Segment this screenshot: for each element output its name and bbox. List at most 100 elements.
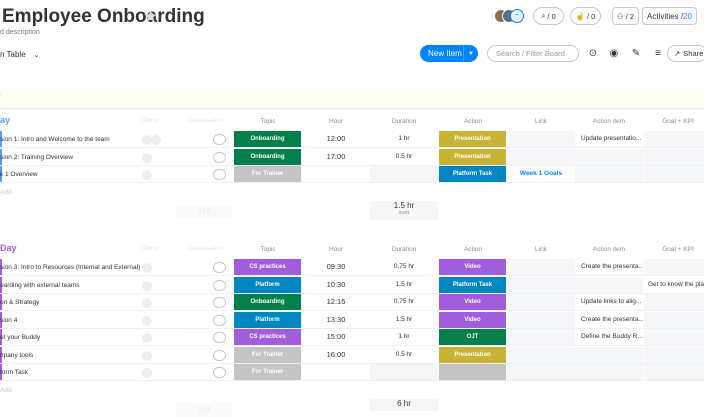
duration-cell[interactable]: 1 hr <box>398 135 410 142</box>
duration-cell[interactable]: 0.75 hr <box>393 298 415 305</box>
owner-avatar[interactable] <box>142 170 152 180</box>
topic-cell[interactable]: For Trainer <box>234 364 301 380</box>
column-header[interactable]: Duration <box>391 118 417 125</box>
goal-cell[interactable]: Get to know the pla... <box>648 280 704 288</box>
action-item-cell[interactable] <box>575 148 643 165</box>
row-name[interactable]: form Task <box>0 369 29 376</box>
group-title[interactable]: ay <box>0 115 11 125</box>
conversation-icon[interactable] <box>213 367 226 378</box>
link-cell[interactable] <box>507 329 575 345</box>
invite-avatar[interactable]: + <box>510 9 524 23</box>
topic-cell[interactable]: For Trainer <box>234 166 301 182</box>
row-name[interactable]: on & Strategy <box>0 299 40 306</box>
table-row[interactable]: oarding with external teams · · · Platform… <box>0 276 704 294</box>
goal-cell[interactable] <box>644 311 704 328</box>
search-filter-input[interactable]: Search / Filter Board <box>487 45 579 62</box>
table-row[interactable]: npany tools · · · For Trainer 16:00 0.5 hr Pr… <box>0 346 704 364</box>
goal-cell[interactable] <box>644 294 704 310</box>
group-title[interactable]: Day <box>0 243 17 253</box>
star-icon[interactable]: ★ <box>143 7 159 26</box>
action-cell[interactable]: Presentation <box>439 131 506 147</box>
hour-cell[interactable] <box>302 166 370 182</box>
goal-cell[interactable] <box>644 148 704 165</box>
duration-cell[interactable]: 1 hr <box>398 333 410 340</box>
link-cell[interactable] <box>507 148 575 165</box>
table-row[interactable]: k 1 Overview · · · For Trainer Platform Tas… <box>0 166 704 183</box>
duration-cell[interactable]: 0.75 hr <box>393 263 415 270</box>
action-item-cell[interactable]: Update presentatio... <box>581 135 642 142</box>
action-cell[interactable]: Presentation <box>439 148 506 165</box>
action-item-cell[interactable]: Update links to alig... <box>581 298 642 305</box>
eye-icon[interactable]: ◉ <box>609 47 619 59</box>
goal-cell[interactable] <box>644 329 704 345</box>
hour-cell[interactable]: 10:30 <box>326 279 346 289</box>
owner-avatar[interactable] <box>142 298 152 308</box>
new-item-button[interactable]: New Item ▼ <box>420 45 478 62</box>
topic-cell[interactable]: Platform <box>234 276 301 293</box>
hour-cell[interactable]: 15:00 <box>326 332 346 341</box>
add-item-row[interactable]: Add <box>0 188 12 196</box>
topic-cell[interactable]: Platform <box>234 311 301 328</box>
topic-cell[interactable]: For Trainer <box>234 346 301 363</box>
row-name[interactable]: sion 3: Intro to Resources (Internal and… <box>0 264 140 271</box>
pin-icon[interactable]: ✎ <box>631 47 641 59</box>
hour-cell[interactable]: 12:00 <box>326 134 346 143</box>
duration-cell[interactable]: 1.5 hr <box>395 280 413 288</box>
owner-avatar[interactable] <box>142 263 152 273</box>
column-header[interactable]: Goal + KPI <box>662 246 694 253</box>
action-cell[interactable]: Presentation <box>439 346 506 363</box>
link-cell[interactable] <box>507 294 575 310</box>
action-item-cell[interactable] <box>575 346 643 363</box>
column-header[interactable]: Topic <box>260 118 276 125</box>
owner-avatar[interactable] <box>142 135 152 145</box>
row-name[interactable]: npany tools <box>0 351 34 359</box>
column-header[interactable]: Link <box>535 118 547 125</box>
table-row[interactable]: sion 1: Intro and Welcome to the team · ·… <box>0 131 704 148</box>
action-cell[interactable]: Video <box>439 294 506 310</box>
action-cell[interactable]: Platform Task <box>439 276 506 293</box>
table-row[interactable]: on & Strategy · · · Onboarding 12:15 0.75 hr… <box>0 294 704 311</box>
avatar-group[interactable]: + <box>494 9 526 24</box>
topic-cell[interactable]: CS practices <box>234 329 301 345</box>
conversation-icon[interactable] <box>213 332 226 343</box>
table-row[interactable]: et your Buddy · · · CS practices 15:00 1 hr O… <box>0 329 704 346</box>
activities-button[interactable]: Activities /20 <box>642 7 697 25</box>
action-cell[interactable] <box>439 364 506 380</box>
table-row[interactable]: sion 2: Training Overview · · · Onboarding… <box>0 148 704 166</box>
add-item-row[interactable]: Add <box>0 386 12 394</box>
link-cell[interactable]: Week 1 Goals <box>519 170 563 177</box>
conversation-icon[interactable] <box>213 151 226 163</box>
action-item-cell[interactable] <box>575 166 643 182</box>
topic-cell[interactable]: CS practices <box>234 259 301 275</box>
topic-cell[interactable]: Onboarding <box>234 131 301 147</box>
link-cell[interactable] <box>507 311 575 328</box>
owner-avatar[interactable] <box>142 315 152 326</box>
column-header[interactable]: Hour <box>328 246 344 253</box>
row-name[interactable]: k 1 Overview <box>0 171 38 178</box>
owner-avatar[interactable] <box>142 333 152 343</box>
topic-cell[interactable]: Onboarding <box>234 148 301 165</box>
board-title[interactable]: Employee Onboarding <box>2 6 205 27</box>
conversation-icon[interactable] <box>213 349 226 361</box>
person-filter-icon[interactable]: ⊙ <box>588 47 598 59</box>
board-description[interactable]: d description <box>0 29 40 36</box>
column-header[interactable]: Action <box>463 118 483 125</box>
duration-cell[interactable] <box>370 364 438 380</box>
action-cell[interactable]: Video <box>439 311 506 328</box>
action-item-cell[interactable]: Create the presenta... <box>581 315 643 323</box>
conversation-icon[interactable] <box>213 314 226 326</box>
table-row[interactable]: sion 3: Intro to Resources (Internal and… <box>0 259 704 276</box>
action-cell[interactable]: OJT <box>439 329 506 345</box>
conversation-icon[interactable] <box>213 279 226 291</box>
table-row[interactable]: sion 4 · · · Platform 13:30 1.5 hr Video Creat… <box>0 311 704 329</box>
link-cell[interactable] <box>507 259 575 275</box>
action-cell[interactable]: Video <box>439 259 506 275</box>
action-item-cell[interactable]: Define the Buddy R... <box>581 333 643 340</box>
column-header[interactable]: Duration <box>391 246 417 253</box>
row-name[interactable]: sion 2: Training Overview <box>0 153 73 161</box>
column-header[interactable]: Topic <box>260 246 276 253</box>
members-button[interactable]: ⚇/ 2 <box>612 7 639 25</box>
conversation-icon[interactable] <box>213 169 226 180</box>
column-header[interactable]: Action item <box>592 118 626 125</box>
duration-cell[interactable] <box>370 166 438 182</box>
